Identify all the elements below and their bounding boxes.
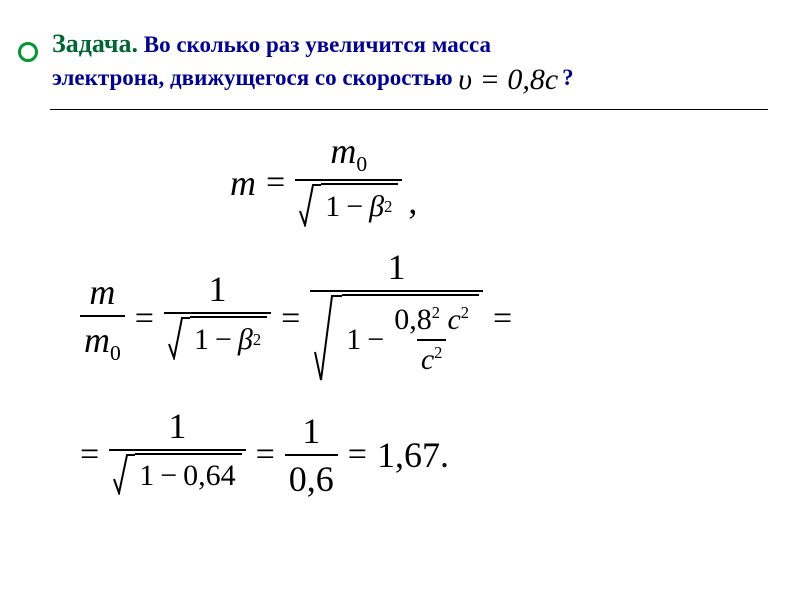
sqrt-radical-icon (299, 183, 321, 227)
title-eq-c: c (545, 63, 558, 96)
l2-mid-sqrt: 1 − β2 (168, 316, 267, 360)
l2-r-radicand: 1 − 0,82 c2 c2 (342, 294, 479, 382)
l2-lhs-den: m0 (80, 315, 125, 366)
l2-inner-den: c2 (417, 339, 447, 377)
l1-numerator: m0 (326, 130, 371, 179)
l2-eq3: = (483, 300, 522, 338)
l3-a-sqrt: 1 − 0,64 (113, 453, 241, 495)
l2-in-csup: 2 (461, 303, 469, 322)
problem-title: Задача. Во сколько раз увеличится масса … (52, 28, 772, 98)
l2-lhs-frac: m m0 (80, 271, 125, 366)
l3-b-num: 1 (298, 410, 324, 454)
l2-in-08sup: 2 (432, 303, 440, 322)
title-qmark: ? (562, 65, 574, 90)
formula-line-2: m m0 = 1 1 − β2 = (80, 246, 760, 391)
l3-a-val: 0,64 (183, 459, 236, 493)
l3-frac-b: 1 0,6 (285, 410, 338, 500)
l2-r-minus: − (361, 323, 390, 357)
l2-inner-frac: 0,82 c2 c2 (390, 303, 473, 377)
l2-mid-num: 1 (205, 268, 231, 312)
title-eq-eq: = (472, 63, 507, 96)
l1-denominator: 1 − β2 (295, 179, 402, 236)
l3-a-1: 1 (139, 459, 154, 493)
l2-mid-frac: 1 1 − β2 (164, 268, 271, 369)
l2-ind-c: c (421, 343, 434, 376)
formula-line-3: = 1 1 − 0,64 = 1 0,6 = 1, (70, 405, 760, 504)
bullet-ring (18, 42, 38, 62)
title-eq-lhs: υ (458, 63, 472, 96)
title-line1: Во сколько раз увеличится масса (138, 32, 491, 57)
l3-eq2: = (246, 436, 285, 474)
sqrt-radical-icon (113, 453, 135, 495)
l2-mid-minus: − (209, 323, 238, 357)
l3-a-minus: − (154, 459, 183, 493)
l2-mid-1: 1 (194, 323, 209, 357)
l1-rad-beta: β (369, 190, 384, 224)
l2-r-den: 1 − 0,82 c2 c2 (310, 290, 483, 391)
l2-inner-num: 0,82 c2 (390, 303, 473, 339)
l1-eq: = (256, 164, 295, 202)
l1-num-sub: 0 (356, 152, 367, 176)
l1-comma: , (402, 180, 417, 222)
title-line2: электрона, движущегося со скоростью (52, 65, 458, 90)
l3-a-radicand: 1 − 0,64 (135, 453, 241, 495)
l2-mid-den: 1 − β2 (164, 312, 271, 369)
l2-eq1: = (125, 300, 164, 338)
l1-lhs: m (230, 162, 256, 204)
l1-rad-minus: − (340, 190, 369, 224)
l2-r-1: 1 (346, 323, 361, 357)
horizontal-rule (50, 109, 768, 110)
l3-eq1: = (70, 436, 109, 474)
l2-in-08: 0,8 (394, 303, 432, 336)
title-eq-num: 0,8 (507, 63, 545, 96)
l2-mid-sup: 2 (253, 330, 261, 350)
l1-radicand: 1 − β2 (321, 183, 398, 227)
l1-num-m: m (330, 131, 356, 171)
l1-rad-1: 1 (325, 190, 340, 224)
math-derivation: m = m0 1 − β2 , (60, 120, 760, 514)
l1-fraction: m0 1 − β2 (295, 130, 402, 236)
l2-mid-radicand: 1 − β2 (190, 316, 267, 360)
l3-a-den: 1 − 0,64 (109, 449, 245, 504)
l2-lhs-den-m: m (84, 320, 110, 360)
l2-eq2: = (271, 300, 310, 338)
l2-r-sqrt: 1 − 0,82 c2 c2 (314, 294, 479, 382)
l3-b-den: 0,6 (285, 454, 338, 500)
l2-lhs-num: m (85, 271, 119, 315)
sqrt-radical-icon (314, 294, 342, 382)
l2-mid-beta: β (238, 323, 253, 357)
l3-frac-a: 1 1 − 0,64 (109, 405, 245, 504)
l3-result: 1,67. (377, 434, 449, 476)
l2-ind-csup: 2 (434, 343, 442, 362)
l1-rad-sup: 2 (384, 197, 392, 217)
sqrt-radical-icon (168, 316, 190, 360)
l2-right-frac: 1 1 − 0,82 c2 (310, 246, 483, 391)
l1-sqrt: 1 − β2 (299, 183, 398, 227)
l2-r-num: 1 (384, 246, 410, 290)
l2-lhs-den-sub: 0 (110, 341, 121, 365)
formula-line-1: m = m0 1 − β2 , (230, 130, 760, 236)
l3-a-num: 1 (164, 405, 190, 449)
l3-eq3: = (338, 436, 377, 474)
title-word: Задача. (52, 29, 138, 58)
l2-in-c: c (447, 303, 460, 336)
